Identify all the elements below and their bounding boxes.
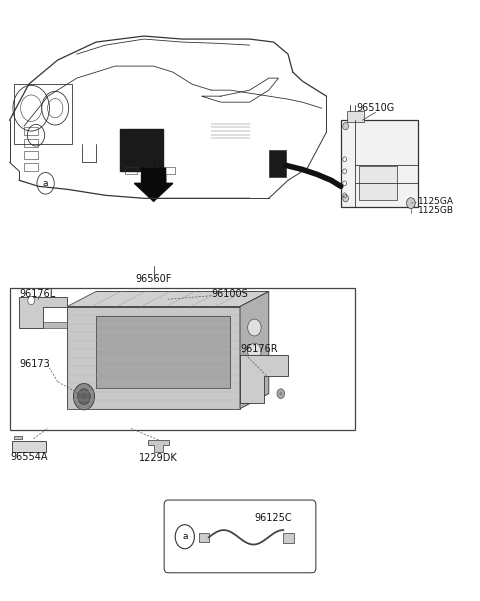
- Bar: [163, 167, 175, 174]
- Bar: [359, 166, 397, 200]
- Bar: [144, 167, 156, 174]
- Circle shape: [73, 383, 95, 410]
- Text: a: a: [182, 532, 188, 541]
- Circle shape: [407, 198, 415, 209]
- Polygon shape: [148, 440, 169, 452]
- Circle shape: [248, 367, 261, 384]
- Polygon shape: [134, 168, 173, 201]
- Polygon shape: [19, 297, 67, 328]
- Text: 96173: 96173: [19, 359, 50, 368]
- Text: 96100S: 96100S: [211, 290, 248, 299]
- Polygon shape: [12, 441, 46, 452]
- Text: 1125GB: 1125GB: [418, 206, 454, 215]
- Polygon shape: [67, 291, 269, 307]
- Text: 96554A: 96554A: [10, 452, 48, 462]
- Circle shape: [343, 195, 348, 202]
- Text: 1125GA: 1125GA: [418, 197, 454, 206]
- Bar: [24, 151, 38, 159]
- Bar: [269, 150, 286, 177]
- Text: 96510G: 96510G: [356, 103, 395, 113]
- Polygon shape: [43, 322, 67, 328]
- Polygon shape: [67, 307, 240, 409]
- Text: 96560F: 96560F: [135, 275, 172, 284]
- Bar: [14, 84, 72, 144]
- Circle shape: [28, 296, 35, 305]
- Bar: [24, 127, 38, 135]
- Bar: [283, 533, 294, 543]
- Polygon shape: [96, 316, 230, 388]
- Bar: [199, 533, 209, 542]
- Bar: [24, 163, 38, 171]
- Polygon shape: [14, 436, 22, 439]
- Polygon shape: [120, 129, 163, 171]
- Bar: [125, 167, 137, 174]
- Polygon shape: [142, 174, 166, 198]
- Text: 96125C: 96125C: [255, 513, 292, 523]
- Bar: [341, 120, 418, 207]
- Text: a: a: [43, 179, 48, 188]
- Circle shape: [248, 319, 261, 336]
- Circle shape: [277, 389, 285, 398]
- Circle shape: [343, 123, 348, 130]
- FancyBboxPatch shape: [164, 500, 316, 573]
- Text: 96176R: 96176R: [240, 344, 277, 353]
- Text: 1229DK: 1229DK: [139, 453, 178, 463]
- Text: 96176L: 96176L: [19, 290, 56, 299]
- Polygon shape: [240, 291, 269, 409]
- Circle shape: [248, 343, 261, 360]
- Bar: [24, 139, 38, 147]
- Circle shape: [409, 201, 415, 208]
- Polygon shape: [240, 355, 288, 403]
- Circle shape: [78, 389, 90, 404]
- Bar: [347, 111, 364, 122]
- Bar: [10, 288, 355, 430]
